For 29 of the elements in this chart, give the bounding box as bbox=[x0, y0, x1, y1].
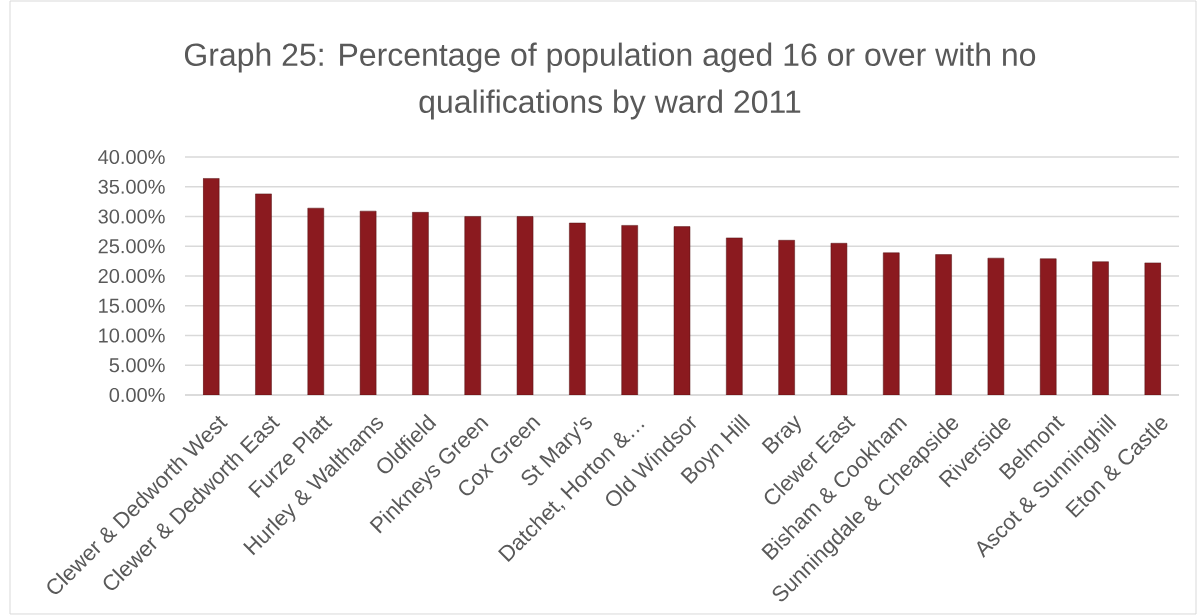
bar bbox=[255, 193, 272, 395]
bar bbox=[464, 216, 481, 395]
bar bbox=[1092, 261, 1109, 395]
bar bbox=[830, 243, 848, 395]
y-tick-label: 10.00% bbox=[99, 328, 165, 343]
bar bbox=[673, 226, 691, 395]
bar bbox=[569, 222, 586, 395]
y-tick-label: 30.00% bbox=[98, 209, 165, 224]
bar bbox=[516, 216, 534, 395]
bar bbox=[778, 240, 795, 395]
y-tick-label: 20.00% bbox=[98, 268, 165, 284]
y-tick-label: 25.00% bbox=[98, 239, 165, 254]
y-tick-label: 5.00% bbox=[109, 358, 165, 373]
y-tick-label: 15.00% bbox=[99, 298, 165, 313]
bar bbox=[987, 257, 1005, 395]
bar bbox=[202, 178, 220, 395]
bar bbox=[1039, 258, 1057, 395]
y-tick-label: 40.00% bbox=[98, 149, 165, 165]
y-tick-label: 35.00% bbox=[98, 179, 165, 194]
bar bbox=[935, 254, 952, 395]
bar bbox=[883, 252, 900, 395]
bar bbox=[726, 237, 743, 395]
bar bbox=[1144, 262, 1162, 395]
bar bbox=[307, 207, 325, 395]
bar bbox=[412, 212, 429, 395]
bar bbox=[621, 225, 638, 395]
y-tick-label: 0.00% bbox=[109, 387, 165, 403]
bar bbox=[359, 210, 377, 395]
chart-title: Graph 25: Percentage of population aged 16 or over with no qualifications by ward 2011 bbox=[184, 42, 1036, 120]
